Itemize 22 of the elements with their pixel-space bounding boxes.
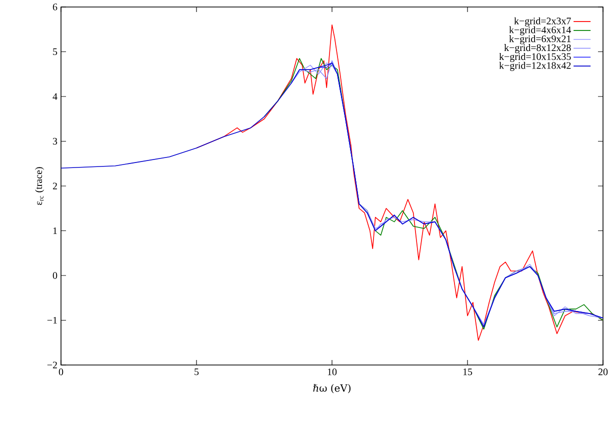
x-tick-label: 15 xyxy=(463,368,472,376)
legend-label: k−grid=2x3x7 xyxy=(514,17,571,26)
legend-label: k−grid=8x12x28 xyxy=(504,44,571,54)
y-tick-label: 0 xyxy=(52,272,58,279)
y-tick-label: 6 xyxy=(52,4,58,10)
y-tick-label: 2 xyxy=(52,182,57,190)
x-tick-label: 20 xyxy=(598,368,608,376)
y-tick-label: 1 xyxy=(53,227,57,234)
x-tick-label: 0 xyxy=(58,368,64,376)
legend-label: k−grid=4x6x14 xyxy=(509,26,572,36)
x-axis-title: ℏω (eV) xyxy=(313,384,350,394)
legend-label: k−grid=6x9x21 xyxy=(509,35,571,44)
y-axis-title: ε$_{rc}$ (trace) xyxy=(35,167,44,205)
x-tick-label: 5 xyxy=(194,368,199,376)
legend-label: k−grid=12x18x42 xyxy=(499,62,571,71)
y-tick-label: 3 xyxy=(52,138,58,145)
y-tick-label: −2 xyxy=(47,362,57,368)
y-tick-label: 4 xyxy=(52,93,58,100)
legend-label: k−grid=10x15x35 xyxy=(499,52,571,62)
x-tick-label: 10 xyxy=(328,368,337,376)
y-tick-label: −1 xyxy=(47,316,57,324)
y-tick-label: 5 xyxy=(53,48,58,56)
